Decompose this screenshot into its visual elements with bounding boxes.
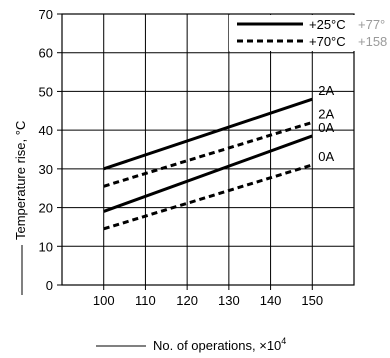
series-label: 0A (318, 149, 334, 164)
legend: +25°C +77° +70°C +158 (229, 15, 387, 51)
y-tick-label: 50 (39, 84, 53, 99)
series-label: 0A (318, 120, 334, 135)
series-line-dashed-2a (103, 120, 313, 188)
legend-dashed-label: +70°C (309, 34, 346, 49)
x-tick-label: 110 (135, 293, 156, 308)
y-tick-label: 60 (39, 46, 53, 61)
series-label: 2A (318, 83, 334, 98)
plot-frame (61, 13, 355, 286)
legend-solid-extra: +77° (358, 17, 385, 32)
grid (57, 13, 354, 290)
x-tick-label: 120 (176, 293, 198, 308)
series-line-solid-0a (103, 134, 313, 213)
legend-dashed-extra: +158 (358, 34, 387, 49)
y-axis-title-text: Temperature rise, °C (13, 121, 28, 240)
y-tick-label: 70 (39, 7, 53, 22)
x-tick-label: 140 (260, 293, 282, 308)
series-line-solid-2a (103, 97, 313, 171)
x-axis-title: No. of operations, ×104 (96, 336, 286, 353)
y-tick-label: 40 (39, 123, 53, 138)
x-tick-label: 130 (218, 293, 240, 308)
y-tick-label: 0 (46, 278, 53, 293)
legend-box (229, 15, 369, 51)
series-line-dashed-0a (103, 163, 313, 231)
tick-labels: 100 110 120 130 140 150 0 10 20 30 40 50 60 70 (39, 7, 324, 308)
y-tick-label: 10 (39, 239, 53, 254)
x-tick-label: 100 (93, 293, 115, 308)
y-tick-label: 30 (39, 162, 53, 177)
y-tick-label: 20 (39, 201, 53, 216)
x-tick-label: 150 (301, 293, 323, 308)
x-axis-title-sup: 4 (281, 336, 286, 346)
legend-solid-label: +25°C (309, 17, 346, 32)
y-axis-title: Temperature rise, °C (13, 121, 28, 295)
series-label: 2A (318, 106, 334, 121)
x-axis-title-main: No. of operations, ×10 (153, 338, 281, 353)
x-axis-title-text: No. of operations, ×104 (153, 336, 286, 353)
